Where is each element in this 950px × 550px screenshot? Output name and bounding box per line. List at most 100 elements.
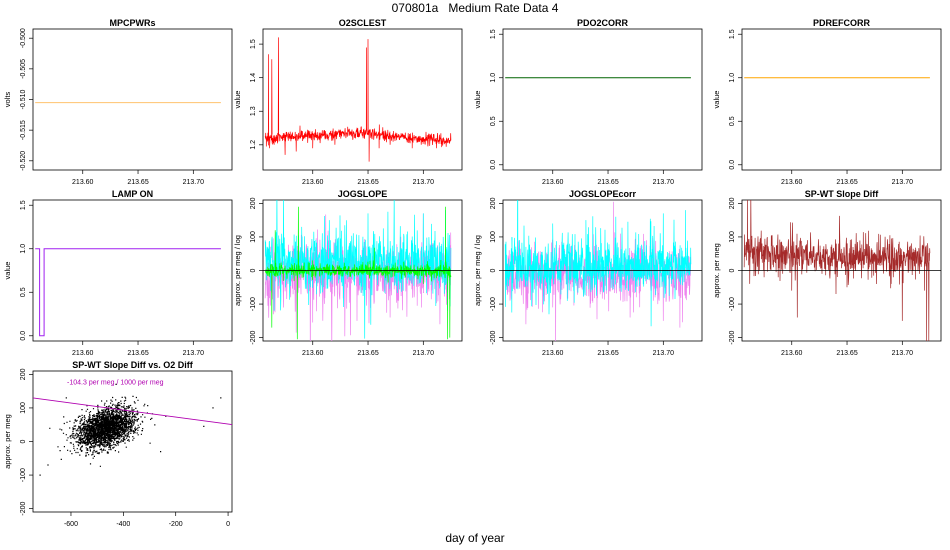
y-tick-label: 1.5 [729,29,736,39]
x-tick-label: 213.65 [127,179,149,186]
y-tick-label: 0.0 [490,160,497,170]
x-tick-label: 213.70 [892,350,914,357]
panel-title: PDREFCORR [813,18,871,28]
x-tick-label: 213.65 [597,350,619,357]
panel-title: SP-WT Slope Diff vs. O2 Diff [72,360,194,370]
y-tick-label: 1.5 [250,39,257,49]
scatter-points [39,383,222,476]
y-tick-label: 1.0 [729,73,736,83]
y-tick-label: -0.510 [20,89,27,109]
page-title: 070801a Medium Rate Data 4 [391,1,559,15]
y-tick-label: 0.5 [729,116,736,126]
y-tick-label: -200 [490,331,497,345]
x-tick-label: 213.65 [836,179,858,186]
y-tick-label: 0 [250,268,257,272]
x-tick-label: 213.60 [542,350,564,357]
panel-pdrefcorr: PDREFCORR value 213.60 213.65 213.70 0.0 0.5 1.… [712,18,942,186]
panel-lamp-on: LAMP ON value 213.60 213.65 213.70 0.0 0.5 1.0 1… [3,189,233,357]
x-tick-label: 213.60 [72,179,94,186]
x-tick-label: 213.60 [302,179,324,186]
y-tick-label: -0.505 [20,59,27,79]
x-tick-label: 213.60 [302,350,324,357]
y-tick-label: -100 [20,468,27,482]
panel-title: MPCPWRs [109,18,155,28]
y-tick-label: -0.520 [20,151,27,171]
panel-sp-wt-slope-diff: SP-WT Slope Diff approx. per meg 213.60 213… [712,189,942,357]
x-tick-label: 213.60 [542,179,564,186]
x-tick-label: 213.60 [781,350,803,357]
y-tick-label: -200 [729,331,736,345]
fit-line [33,397,232,426]
panel-title: JOGSLOPE [338,189,388,199]
y-tick-label: 1.5 [20,200,27,210]
x-tick-label: 213.70 [892,179,914,186]
y-tick-label: 0 [20,439,27,443]
y-tick-label: 200 [729,197,736,209]
series-line [35,248,221,337]
y-tick-label: 0 [729,268,736,272]
x-tick-label: 213.70 [413,179,435,186]
x-tick-label: 213.70 [653,179,675,186]
x-tick-label: 213.65 [357,179,379,186]
y-tick-label: 100 [250,231,257,243]
plot-frame [32,28,233,171]
panel-title: JOGSLOPEcorr [569,189,637,199]
series-line [264,37,452,162]
y-axis-label: approx. per meg / log [473,235,482,306]
series-line [264,206,452,340]
y-tick-label: -0.515 [20,120,27,140]
panel-mpcpwrs: MPCPWRs volts 213.60 213.65 213.70 -0.520 -0.5… [3,18,233,186]
y-tick-label: 0.0 [20,331,27,341]
x-tick-label: 213.65 [357,350,379,357]
y-axis-label: value [3,262,12,280]
series-line [743,200,931,341]
x-tick-label: 213.70 [183,350,205,357]
plot-frame [502,28,703,171]
x-tick-label: 213.60 [72,350,94,357]
y-tick-label: 1.2 [250,140,257,150]
plot-frame [32,370,233,513]
y-tick-label: 0.5 [490,116,497,126]
series-line [264,200,452,339]
panel-sp-wt-vs-o2: SP-WT Slope Diff vs. O2 Diff approx. per … [3,360,233,528]
panel-title: SP-WT Slope Diff [805,189,879,199]
y-tick-label: 1.4 [250,73,257,83]
y-tick-label: 1.0 [20,244,27,254]
y-axis-label: value [473,91,482,109]
x-tick-label: 213.65 [836,350,858,357]
x-tick-label: 213.65 [597,179,619,186]
y-tick-label: -200 [20,502,27,516]
y-axis-label: volts [3,92,12,108]
x-tick-label: 213.70 [183,179,205,186]
x-tick-label: 0 [226,521,230,528]
y-tick-label: 100 [490,231,497,243]
y-tick-label: 0 [490,268,497,272]
y-axis-label: approx. per meg [3,414,12,469]
fit-label: -104.3 per meg / 1000 per meg [67,379,164,386]
y-tick-label: -100 [490,297,497,311]
x-tick-label: -600 [64,521,78,528]
y-axis-label: value [233,91,242,109]
y-tick-label: 0.5 [20,287,27,297]
panel-title: LAMP ON [112,189,153,199]
plot-frame [32,199,233,342]
x-tick-label: -200 [169,521,183,528]
panel-pdo2corr: PDO2CORR value 213.60 213.65 213.70 0.0 0.5 1.0… [473,18,703,186]
plot-frame [741,28,942,171]
x-tick-label: 213.70 [413,350,435,357]
y-tick-label: 200 [490,197,497,209]
panel-title: PDO2CORR [577,18,629,28]
panel-jogslope: JOGSLOPE approx. per meg / log 213.60 213.6… [233,189,463,357]
series-line [504,200,692,327]
x-tick-label: -400 [116,521,130,528]
y-tick-label: -100 [250,297,257,311]
x-tick-label: 213.70 [653,350,675,357]
panel-title: O2SCLEST [339,18,387,28]
x-axis-label: day of year [445,531,505,545]
y-tick-label: 1.3 [250,106,257,116]
x-tick-label: 213.65 [127,350,149,357]
y-axis-label: value [712,91,721,109]
y-tick-label: 0.0 [729,160,736,170]
y-tick-label: -200 [250,331,257,345]
